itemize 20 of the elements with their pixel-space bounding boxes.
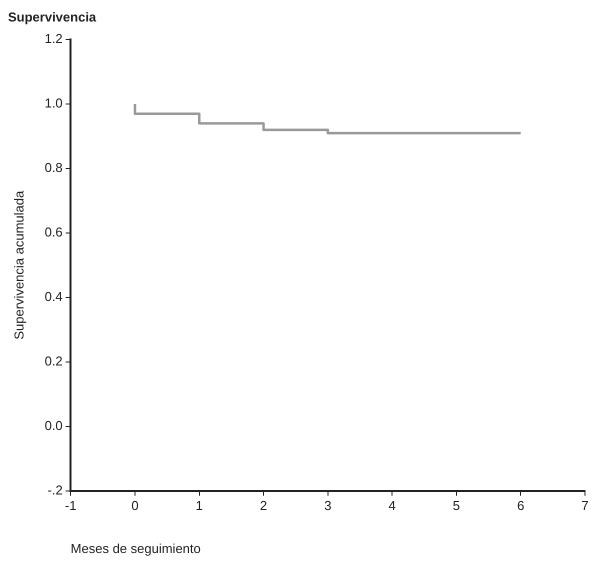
x-tick-label: 4 [388,498,396,514]
x-tick-label: -1 [64,498,76,514]
y-tick-label: 1.2 [44,31,63,46]
y-tick-label: 0.8 [44,160,63,176]
x-axis-title: Meses de seguimiento [70,540,201,556]
x-tick-label: 5 [452,498,460,514]
y-tick-label: 0.0 [44,418,63,433]
x-tick-label: 6 [517,498,524,514]
x-tick-label: 3 [324,498,332,514]
x-tick-label: 0 [131,498,139,514]
y-tick-label: 0.4 [44,289,63,304]
y-axis-title: Supervivencia acumulada [11,190,26,340]
x-tick-label: 1 [196,498,203,514]
y-tick-label: -.2 [48,482,63,498]
y-tick-label: 0.6 [44,224,63,240]
x-tick-label: 2 [260,498,268,514]
y-tick-label: 0.2 [44,353,63,368]
x-tick-label: 7 [581,498,589,514]
y-tick-label: 1.0 [44,96,63,111]
chart-title: Supervivencia [8,9,97,24]
